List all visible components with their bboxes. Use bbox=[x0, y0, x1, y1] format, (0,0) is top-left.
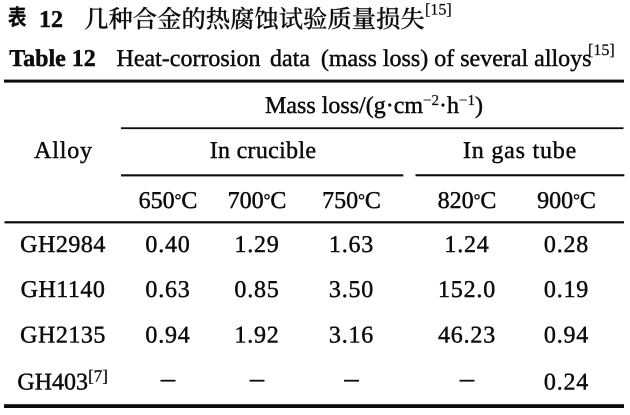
svg-text:0.19: 0.19 bbox=[544, 277, 589, 303]
svg-text:GH2984: GH2984 bbox=[20, 232, 106, 258]
svg-text:GH403[7]: GH403[7] bbox=[17, 367, 108, 396]
svg-text:(mass loss) of several alloys: (mass loss) of several alloys bbox=[321, 46, 592, 72]
svg-text:[15]: [15] bbox=[588, 42, 615, 59]
svg-text:3.50: 3.50 bbox=[329, 277, 374, 303]
svg-text:1.29: 1.29 bbox=[234, 232, 279, 258]
svg-text:820°C: 820°C bbox=[438, 188, 497, 214]
svg-text:1.24: 1.24 bbox=[444, 232, 489, 258]
svg-text:1.92: 1.92 bbox=[234, 323, 279, 349]
svg-text:GH1140: GH1140 bbox=[21, 277, 106, 303]
svg-text:In gas tube: In gas tube bbox=[463, 138, 577, 164]
svg-text:Mass loss/(g·cm−2·h−1): Mass loss/(g·cm−2·h−1) bbox=[265, 93, 483, 119]
svg-text:Table 12: Table 12 bbox=[9, 46, 95, 72]
svg-text:700°C: 700°C bbox=[228, 188, 287, 214]
svg-text:0.40: 0.40 bbox=[145, 232, 190, 258]
svg-text:0.94: 0.94 bbox=[145, 323, 190, 349]
svg-text:12: 12 bbox=[39, 7, 63, 33]
svg-text:0.28: 0.28 bbox=[544, 232, 589, 258]
svg-text:GH2135: GH2135 bbox=[20, 323, 106, 349]
svg-text:0.24: 0.24 bbox=[544, 370, 589, 396]
svg-text:0.94: 0.94 bbox=[544, 323, 589, 349]
svg-text:Alloy: Alloy bbox=[34, 138, 93, 164]
svg-text:0.85: 0.85 bbox=[234, 277, 279, 303]
svg-text:650°C: 650°C bbox=[139, 188, 198, 214]
svg-text:750°C: 750°C bbox=[322, 188, 381, 214]
svg-text:900°C: 900°C bbox=[537, 188, 596, 214]
svg-text:0.63: 0.63 bbox=[145, 277, 190, 303]
svg-text:3.16: 3.16 bbox=[329, 323, 374, 349]
svg-text:In crucible: In crucible bbox=[210, 138, 317, 164]
svg-text:46.23: 46.23 bbox=[438, 323, 496, 349]
svg-text:[15]: [15] bbox=[425, 2, 452, 19]
svg-text:Heat-corrosion data: Heat-corrosion data bbox=[117, 46, 311, 72]
svg-text:1.63: 1.63 bbox=[329, 232, 374, 258]
svg-text:152.0: 152.0 bbox=[438, 277, 496, 303]
